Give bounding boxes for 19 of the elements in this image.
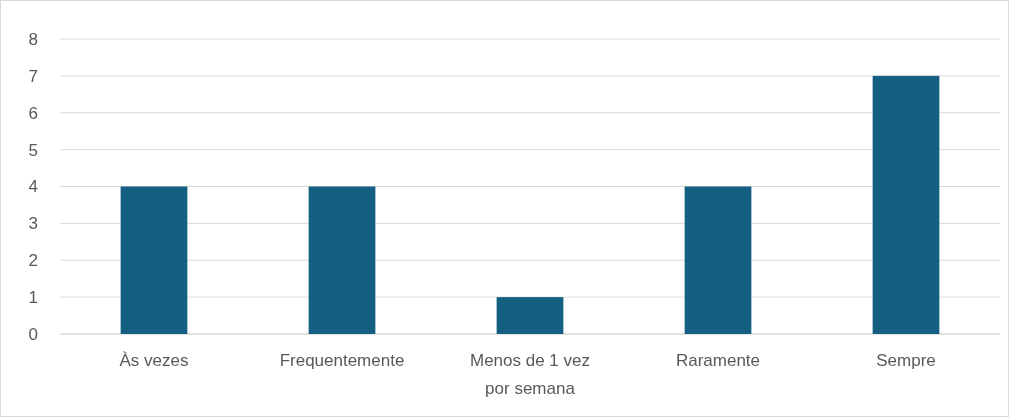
y-tick-label: 3 [28,214,38,234]
x-tick-label: Às vezes [119,351,189,370]
bar [496,297,564,334]
y-tick-label: 2 [28,251,38,271]
y-tick-label: 0 [28,324,38,344]
x-tick-label: Menos de 1 vez por semana [469,351,591,398]
y-tick-label: 7 [28,66,38,86]
y-tick-label: 8 [28,29,38,49]
bar [872,75,940,334]
bar [120,186,188,334]
x-tick-label: Raramente [675,351,761,370]
y-tick-label: 1 [28,288,38,308]
x-tick-label: Frequentemente [279,351,405,370]
bar [684,186,752,334]
bar [308,186,376,334]
y-tick-label: 5 [28,140,38,160]
y-tick-label: 6 [28,103,38,123]
x-tick-label: Sempre [876,351,936,370]
y-tick-label: 4 [28,177,38,197]
